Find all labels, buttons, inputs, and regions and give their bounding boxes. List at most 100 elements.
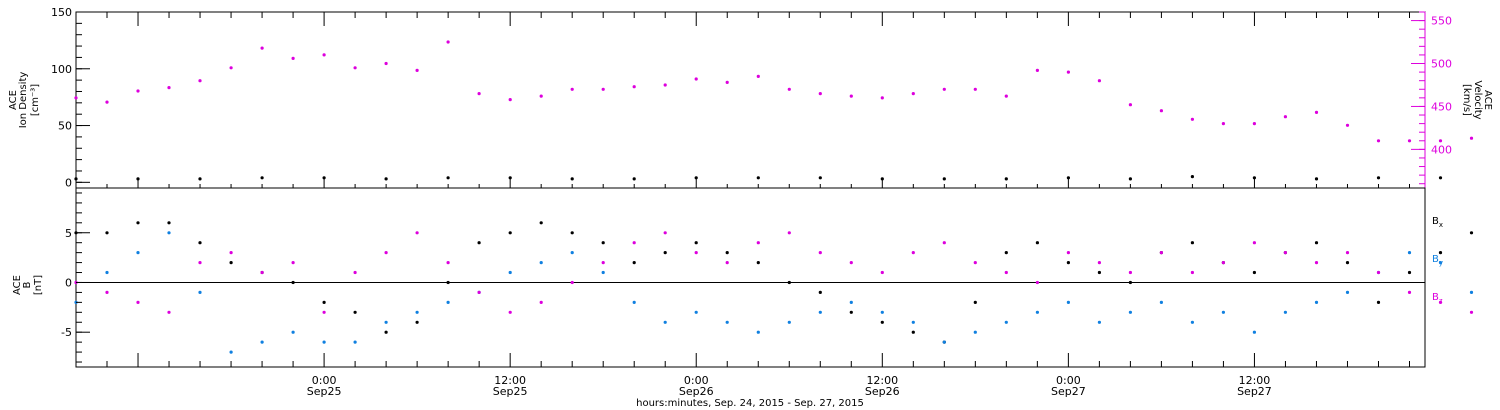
velocity-point — [694, 77, 698, 81]
velocity-point — [198, 79, 202, 83]
density-point — [260, 176, 264, 180]
magnetic-field-panel: -5 0 5 ACE B [nT] Bx By Bz — [12, 187, 1474, 368]
top-panel-frame — [75, 11, 1426, 189]
bz-point — [880, 270, 884, 275]
velocity-axis-label-line2: Velocity — [1472, 80, 1483, 119]
legend-bx: Bx — [1432, 216, 1443, 229]
bz-point — [632, 241, 636, 245]
density-point — [632, 177, 636, 181]
velocity-point — [1221, 122, 1225, 126]
by-point — [508, 270, 512, 275]
bz-point — [973, 261, 977, 265]
bz-point — [1345, 251, 1350, 255]
velocity-point — [1376, 139, 1381, 143]
bx-point — [725, 251, 729, 255]
bx-point — [291, 280, 295, 285]
bz-point — [136, 300, 140, 304]
bz-point — [105, 290, 109, 294]
velocity-point — [1469, 136, 1474, 140]
by-point — [725, 320, 729, 324]
bz-point — [1252, 241, 1256, 245]
by-point — [1314, 300, 1319, 304]
by-point — [1221, 310, 1225, 314]
by-point — [1128, 310, 1132, 314]
bx-point — [198, 241, 202, 245]
velocity-point — [1190, 117, 1194, 121]
field-axis-label-line3: [nT] — [33, 275, 44, 295]
velocity-point — [1128, 103, 1132, 107]
density-point — [1376, 176, 1381, 180]
bz-point — [229, 251, 233, 255]
by-point — [756, 330, 760, 334]
field-axis-label-line1: ACE — [12, 275, 23, 295]
velocity-point — [942, 87, 946, 91]
bz-point — [384, 251, 388, 255]
velocity-axis-label-line1: ACE — [1482, 90, 1493, 110]
velocity-point — [818, 92, 822, 96]
bz-point — [260, 270, 264, 275]
density-point — [818, 176, 822, 180]
velocity-point — [322, 53, 326, 57]
velocity-point — [167, 86, 171, 90]
density-point — [1252, 176, 1256, 180]
x-tick-date-label: Sep26 — [865, 385, 900, 398]
by-point — [849, 300, 853, 304]
by-point — [1097, 320, 1101, 324]
bx-point — [1345, 261, 1350, 265]
velocity-point — [229, 66, 233, 70]
velocity-point — [1252, 122, 1256, 126]
by-point — [601, 270, 605, 275]
velocity-point — [446, 40, 450, 44]
density-point — [322, 176, 326, 180]
by-point — [942, 340, 946, 344]
bx-point — [1469, 231, 1474, 235]
by-point — [136, 251, 140, 255]
by-point — [1407, 251, 1412, 255]
velocity-point — [136, 89, 140, 93]
density-point — [1314, 177, 1319, 181]
by-point — [663, 320, 667, 324]
bz-point — [849, 261, 853, 265]
bz-point — [477, 290, 481, 294]
by-point — [1159, 300, 1163, 304]
bx-point — [632, 261, 636, 265]
bz-point — [167, 310, 171, 314]
x-tick-time-label: 0:00 — [684, 374, 709, 387]
by-point — [973, 330, 977, 334]
bz-point — [1283, 251, 1287, 255]
density-point — [756, 176, 760, 180]
by-point — [446, 300, 450, 304]
bz-point — [756, 241, 760, 245]
bz-series — [74, 231, 1474, 314]
bz-point — [1097, 261, 1101, 265]
bz-point — [1128, 270, 1132, 275]
bz-point — [539, 300, 543, 304]
by-point — [353, 340, 357, 344]
velocity-point — [725, 80, 729, 84]
by-point — [229, 350, 233, 354]
bx-point — [353, 310, 357, 314]
bx-point — [539, 221, 543, 225]
velocity-point — [601, 87, 605, 91]
bz-point — [1469, 310, 1474, 314]
velocity-point — [508, 98, 512, 102]
bx-point — [477, 241, 481, 245]
bz-point — [1221, 261, 1225, 265]
by-point — [694, 310, 698, 314]
velocity-point — [1066, 70, 1070, 74]
by-point — [787, 320, 791, 324]
bz-point — [1159, 251, 1163, 255]
legend: Bx By Bz — [1432, 216, 1443, 305]
velocity-tick-label: 550 — [1431, 15, 1452, 28]
bx-point — [105, 231, 109, 235]
by-point — [322, 340, 326, 344]
velocity-point — [260, 46, 264, 50]
x-tick-date-label: Sep26 — [679, 385, 714, 398]
bx-point — [1066, 261, 1070, 265]
bx-point — [663, 251, 667, 255]
by-point — [198, 290, 202, 294]
bz-point — [1407, 290, 1412, 294]
density-point — [694, 176, 698, 180]
velocity-point — [1314, 110, 1319, 114]
by-point — [415, 310, 419, 314]
